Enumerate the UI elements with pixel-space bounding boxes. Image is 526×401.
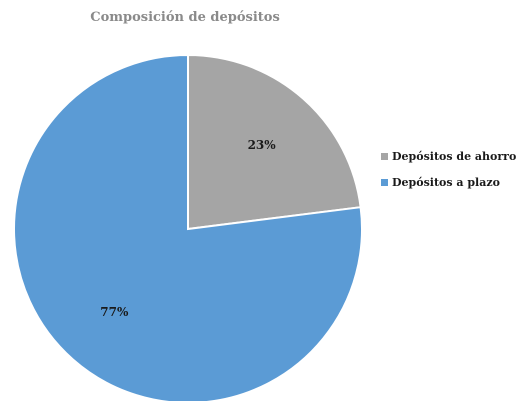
legend-item-ahorro: Depósitos de ahorro [381, 149, 516, 163]
pie-slice-plazo [13, 53, 363, 401]
legend-swatch-plazo [381, 178, 388, 186]
data-label-plazo: 77% [100, 305, 129, 319]
legend: Depósitos de ahorro Depósitos a plazo [381, 149, 516, 201]
legend-label-ahorro: Depósitos de ahorro [392, 149, 517, 163]
legend-item-plazo: Depósitos a plazo [381, 175, 516, 189]
chart-title: Composición de depósitos [90, 10, 280, 25]
legend-swatch-ahorro [381, 152, 388, 160]
legend-label-plazo: Depósitos a plazo [392, 175, 500, 189]
data-label-ahorro: 23% [248, 138, 277, 152]
pie-slice-ahorro [187, 53, 362, 231]
